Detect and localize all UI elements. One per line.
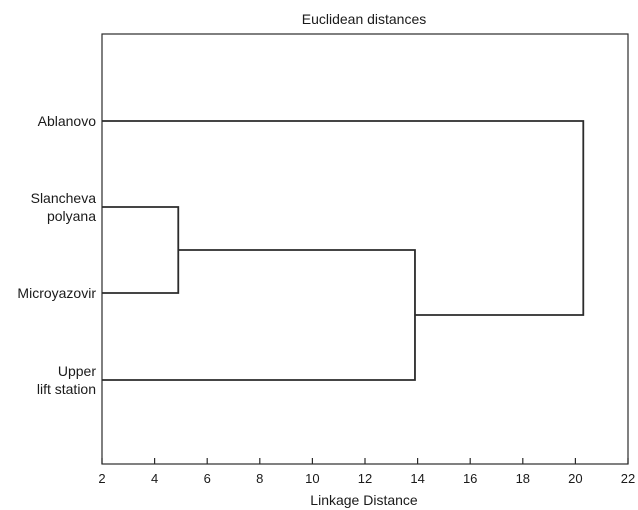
link-m1 xyxy=(102,206,180,294)
x-tick-label: 18 xyxy=(516,471,530,486)
leaf-labels: Ablanovo Slancheva polyana Microyazovir Uppe… xyxy=(17,113,96,397)
x-tick-label: 22 xyxy=(621,471,635,486)
x-tick-label: 20 xyxy=(568,471,582,486)
link-m2 xyxy=(102,249,416,381)
leaf-label-upper: Upper xyxy=(58,363,96,379)
link-m3 xyxy=(102,120,585,316)
leaf-label-slancheva: Slancheva xyxy=(31,190,97,206)
x-tick-label: 6 xyxy=(204,471,211,486)
chart-title: Euclidean distances xyxy=(302,11,427,27)
x-tick-label: 14 xyxy=(410,471,424,486)
x-tick-label: 4 xyxy=(151,471,158,486)
x-tick-label: 10 xyxy=(305,471,319,486)
leaf-label-ablanovo: Ablanovo xyxy=(38,113,97,129)
x-tick-label: 2 xyxy=(98,471,105,486)
x-tick-label: 12 xyxy=(358,471,372,486)
leaf-label-upper: lift station xyxy=(37,381,96,397)
dendrogram-links xyxy=(102,120,585,381)
x-tick-label: 16 xyxy=(463,471,477,486)
leaf-label-microyazovir: Microyazovir xyxy=(17,285,96,301)
x-axis-tick-labels: 2 4 6 8 10 12 14 16 18 20 22 xyxy=(98,471,635,486)
leaf-label-slancheva: polyana xyxy=(47,208,96,224)
x-tick-label: 8 xyxy=(256,471,263,486)
plot-frame xyxy=(101,33,629,465)
x-axis-title: Linkage Distance xyxy=(310,492,418,508)
x-axis-ticks xyxy=(101,458,629,464)
